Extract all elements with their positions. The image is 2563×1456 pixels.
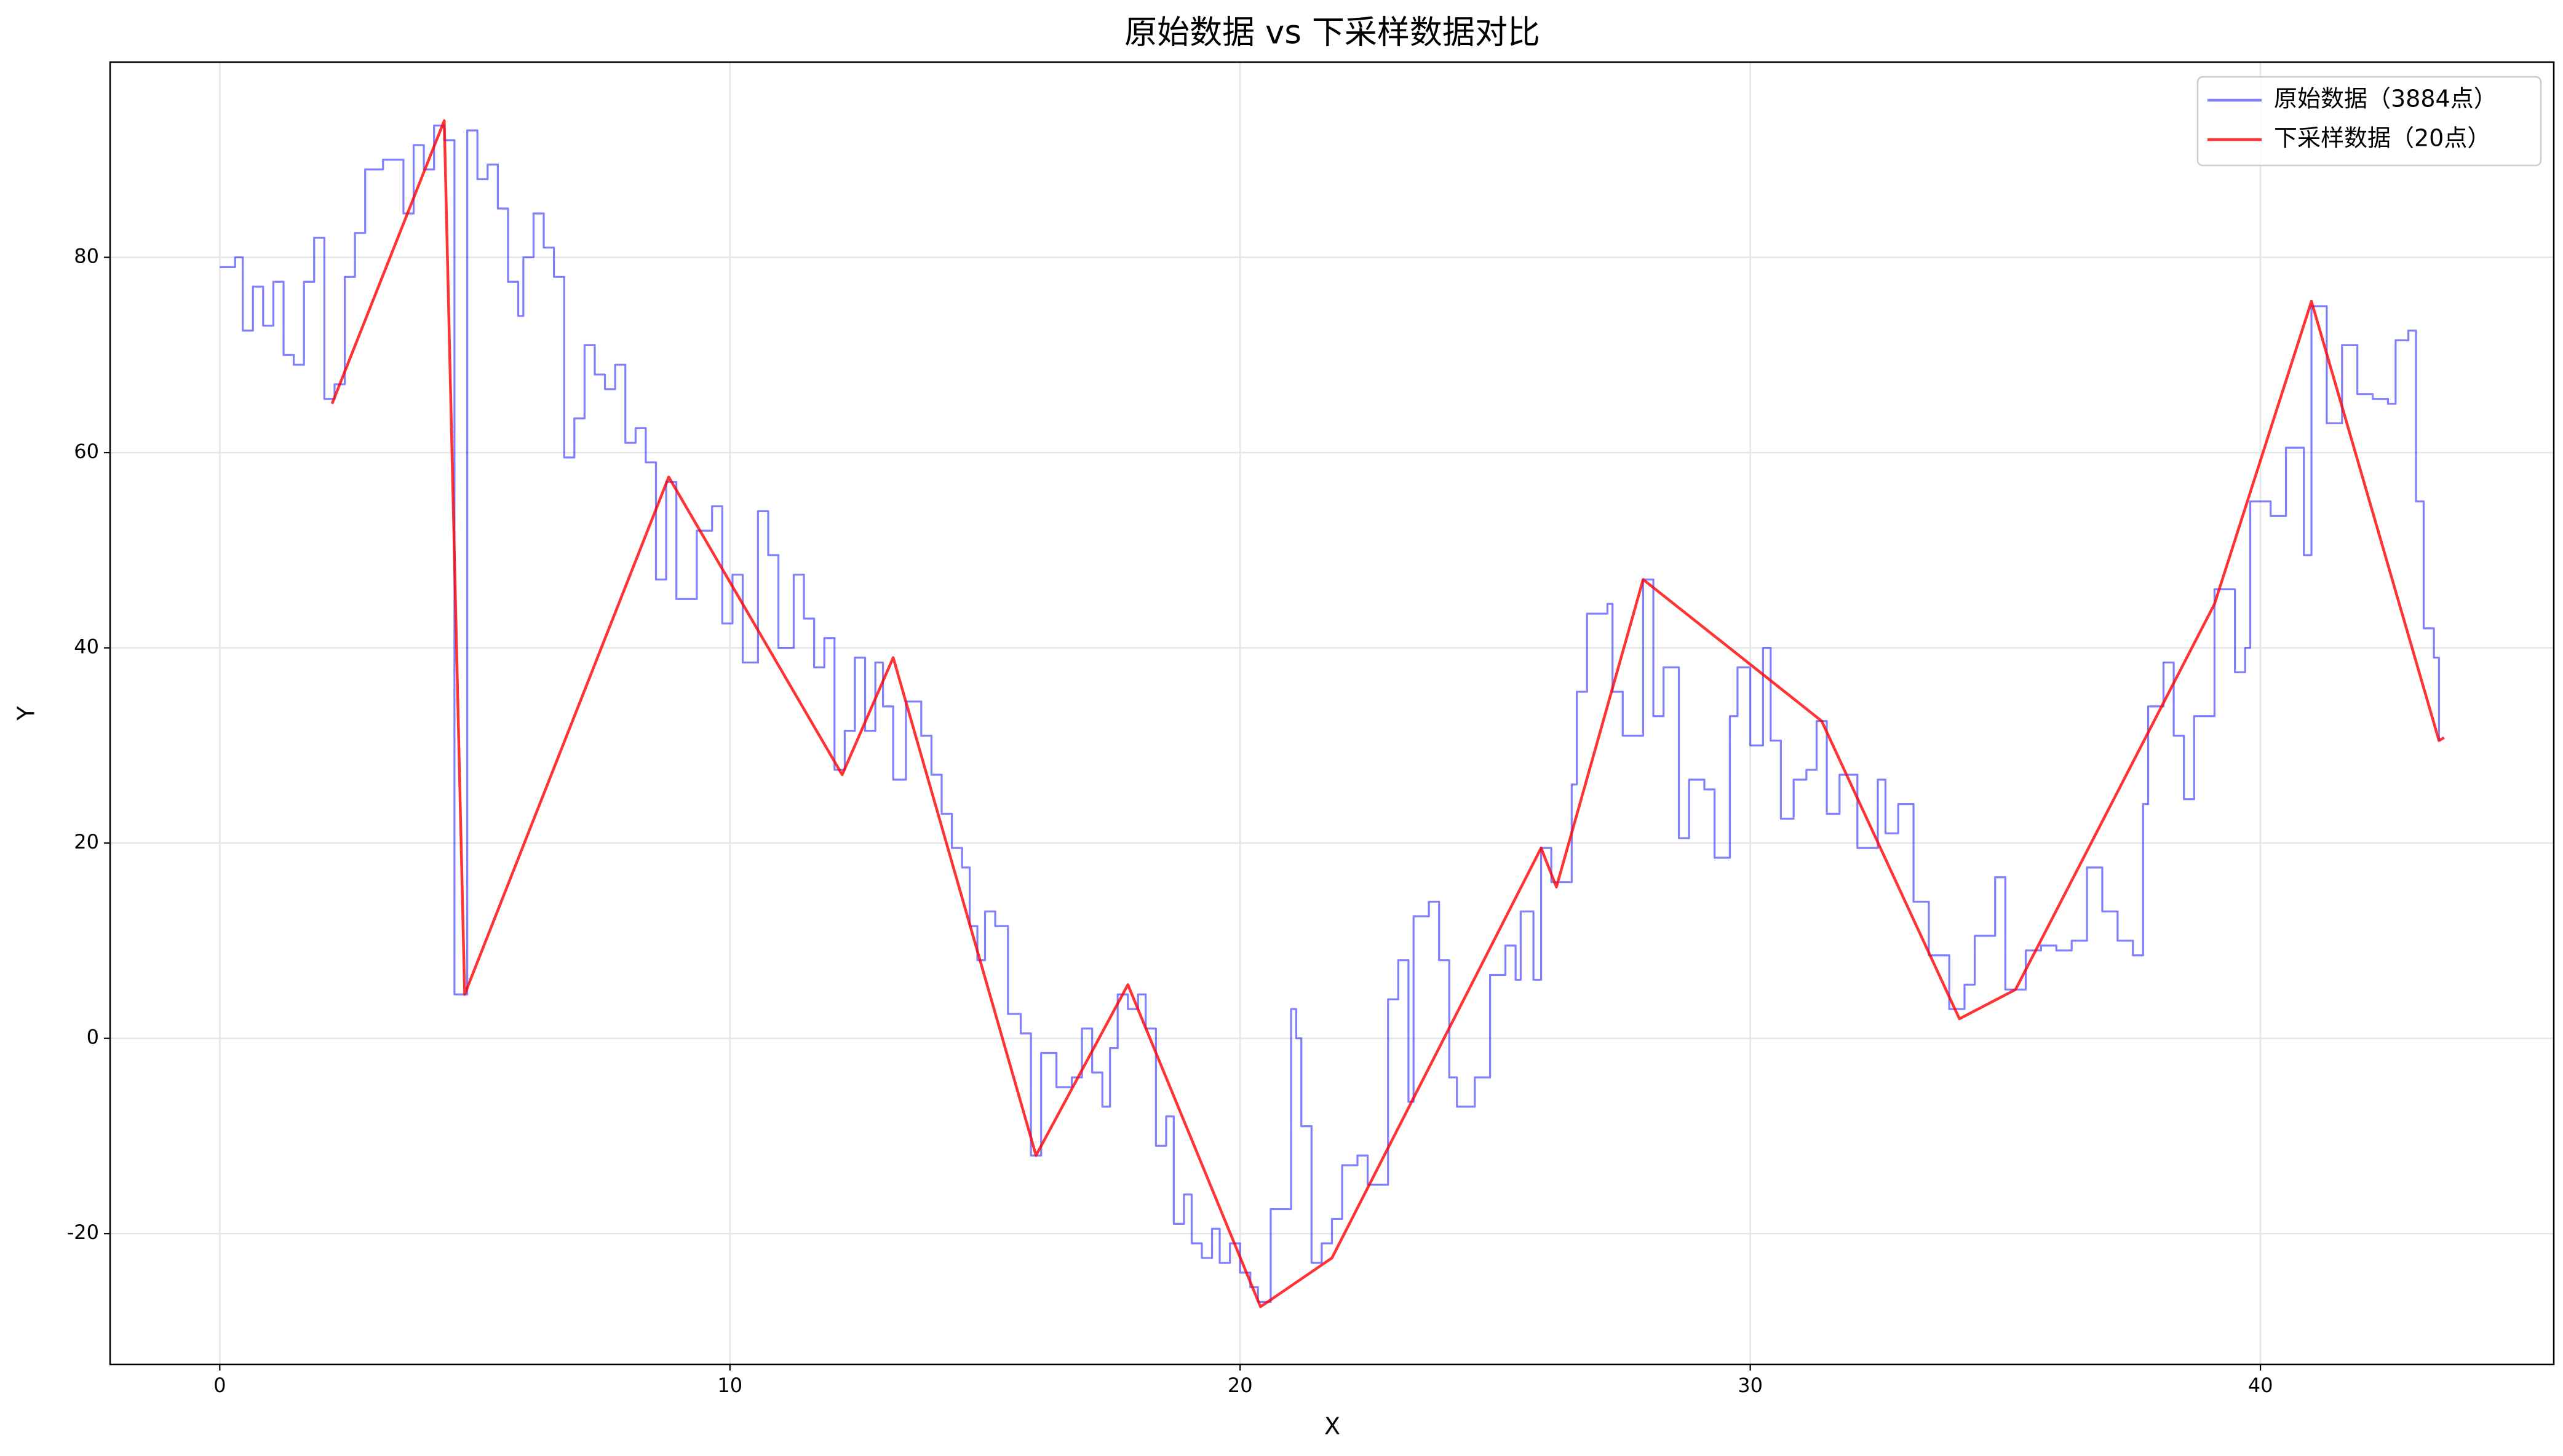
y-tick-label: -20 [67, 1221, 99, 1244]
x-tick-label: 0 [213, 1374, 226, 1397]
chart-title: 原始数据 vs 下采样数据对比 [1124, 14, 1540, 52]
legend-label: 下采样数据（20点） [2274, 125, 2490, 152]
data-line [330, 119, 2445, 1308]
legend-frame [2196, 76, 2542, 167]
data-line [220, 124, 2440, 1303]
x-axis-label: X [1324, 1413, 1340, 1440]
legend: 原始数据（3884点） 下采样数据（20点） [2196, 76, 2542, 167]
x-tick-label: 30 [1738, 1374, 1763, 1397]
y-tick-label: 40 [74, 635, 99, 659]
y-tick-label: 0 [87, 1026, 99, 1049]
legend-label: 原始数据（3884点） [2274, 85, 2497, 113]
x-tick-label: 20 [1228, 1374, 1253, 1397]
y-axis-label: Y [13, 706, 40, 721]
plot-frame [109, 61, 2555, 1366]
x-tick-label: 10 [717, 1374, 742, 1397]
y-tick-label: 60 [74, 440, 99, 463]
y-tick-label: 80 [74, 245, 99, 268]
y-tick-label: 20 [74, 830, 99, 853]
x-tick-label: 40 [2248, 1374, 2273, 1397]
